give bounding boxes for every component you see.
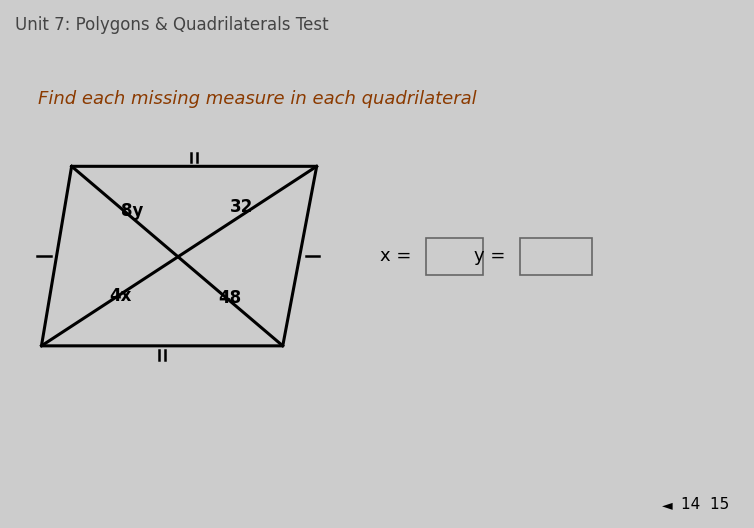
Text: 14  15: 14 15 — [681, 497, 729, 512]
Text: y =: y = — [474, 247, 505, 265]
Text: 32: 32 — [230, 198, 253, 216]
Text: Find each missing measure in each quadrilateral: Find each missing measure in each quadri… — [38, 90, 477, 108]
FancyBboxPatch shape — [520, 238, 592, 275]
Text: 4x: 4x — [109, 287, 132, 305]
Text: Unit 7: Polygons & Quadrilaterals Test: Unit 7: Polygons & Quadrilaterals Test — [15, 16, 329, 34]
Text: 48: 48 — [219, 289, 241, 307]
Text: x =: x = — [379, 247, 411, 265]
Text: 8y: 8y — [121, 202, 143, 220]
FancyBboxPatch shape — [426, 238, 483, 275]
Text: ◄: ◄ — [662, 498, 673, 512]
